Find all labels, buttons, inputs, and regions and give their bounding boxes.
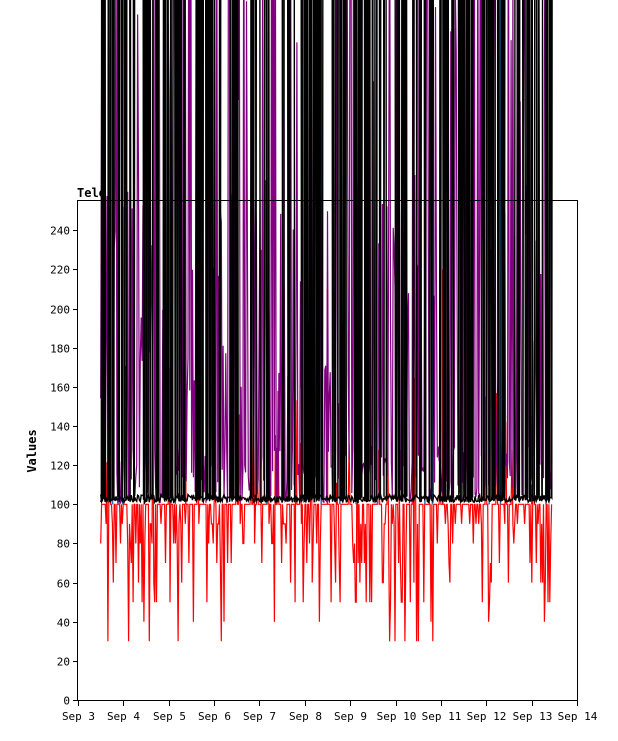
x-tick-label: Sep 10 — [377, 710, 417, 723]
x-tick-label: Sep 7 — [243, 710, 276, 723]
y-tick-label: 60 — [57, 578, 70, 591]
y-tick-label: 240 — [50, 225, 70, 238]
series-black-block — [228, 0, 239, 503]
series-black-block — [194, 0, 222, 504]
series-black-baseline — [100, 492, 553, 505]
plot-frame — [77, 200, 578, 701]
series-black-block — [478, 0, 506, 504]
y-tick-label: 0 — [63, 695, 70, 708]
y-axis-title: Values — [25, 429, 39, 472]
series-black-block — [142, 0, 160, 503]
x-tick-label: Sep 4 — [107, 710, 140, 723]
x-tick-label: Sep 8 — [289, 710, 322, 723]
y-tick-label: 80 — [57, 538, 70, 551]
x-tick-label: Sep 14 — [558, 710, 598, 723]
y-tick-label: 220 — [50, 264, 70, 277]
chart-title: Tele — [77, 186, 106, 200]
x-tick-label: Sep 3 — [62, 710, 95, 723]
y-tick-label: 180 — [50, 343, 70, 356]
x-tick-label: Sep 12 — [467, 710, 507, 723]
y-tick-label: 120 — [50, 460, 70, 473]
y-tick-label: 100 — [50, 499, 70, 512]
x-tick-label: Sep 6 — [198, 710, 231, 723]
y-tick-label: 140 — [50, 421, 70, 434]
series-black-block — [100, 0, 136, 504]
series-black-block — [438, 0, 474, 503]
y-tick-label: 200 — [50, 304, 70, 317]
series-black-block — [394, 0, 408, 502]
series-black-block — [249, 0, 272, 504]
series-red-line — [100, 367, 553, 642]
x-tick-label: Sep 9 — [334, 710, 367, 723]
y-tick-label: 40 — [57, 617, 70, 630]
series-black-block — [162, 0, 186, 503]
series-black-block — [300, 0, 324, 503]
series-black-block — [412, 0, 435, 502]
x-tick-label: Sep 5 — [153, 710, 186, 723]
series-layer — [100, 0, 553, 642]
y-tick-label: 160 — [50, 382, 70, 395]
y-tick-label: 20 — [57, 656, 70, 669]
x-tick-label: Sep 13 — [513, 710, 553, 723]
x-tick-label: Sep 11 — [422, 710, 462, 723]
axis-layer: 0 20 40 60 80 100 120 140 160 180 200 220 240 Sep 3 Se… — [50, 225, 598, 724]
